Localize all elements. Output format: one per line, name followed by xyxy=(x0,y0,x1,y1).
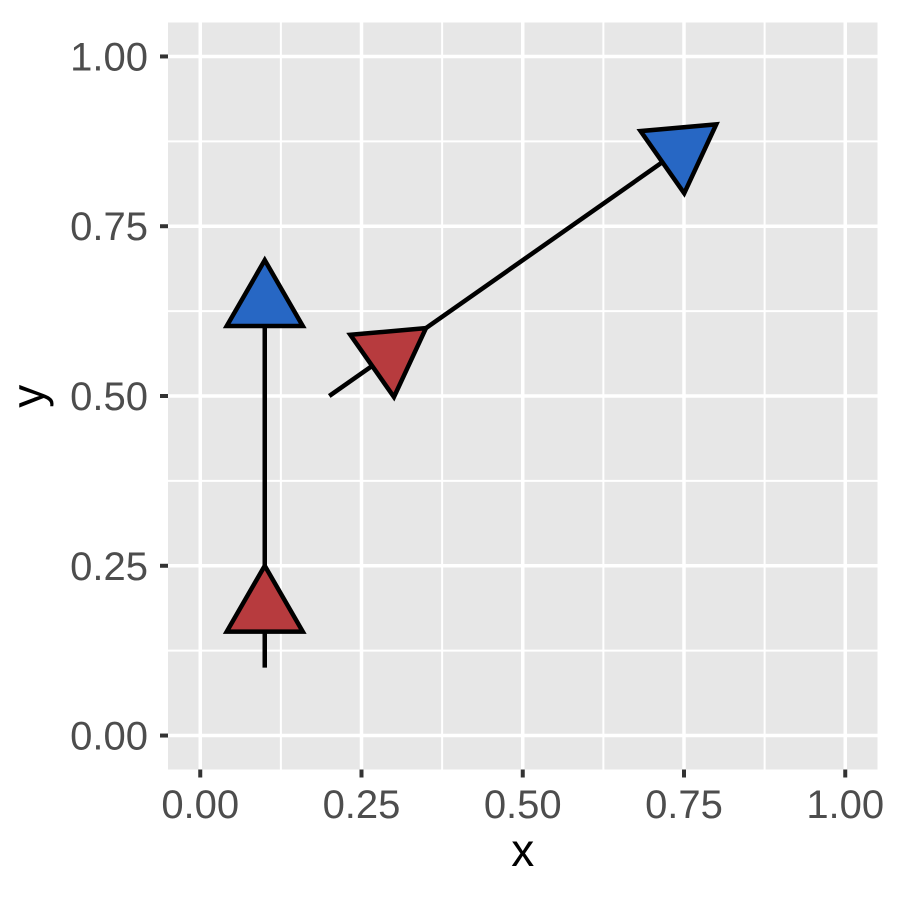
arrow-head xyxy=(346,325,430,402)
y-tick-label: 0.25 xyxy=(70,545,148,589)
x-tick-label: 1.00 xyxy=(806,783,884,827)
x-axis-title: x xyxy=(511,824,534,876)
arrow-series-layer xyxy=(222,121,720,668)
y-tick-label: 0.75 xyxy=(70,205,148,249)
y-tick-label: 0.50 xyxy=(70,375,148,419)
x-tick-label: 0.00 xyxy=(161,783,239,827)
arrow-head xyxy=(222,255,307,329)
arrow xyxy=(327,121,720,402)
x-tick-label: 0.50 xyxy=(484,783,562,827)
x-tick-label: 0.75 xyxy=(645,783,723,827)
arrow-head xyxy=(222,561,307,634)
y-tick-label: 0.00 xyxy=(70,715,148,759)
gridline-layer xyxy=(168,22,878,770)
y-tick-label: 1.00 xyxy=(70,35,148,79)
arrow xyxy=(222,255,307,668)
arrow-head xyxy=(636,121,720,198)
axis-layer: 0.00 0.25 0.50 0.75 1.00 0.00 0.25 0.50 0.75 1.00 xyxy=(70,35,884,827)
x-tick-label: 0.25 xyxy=(323,783,401,827)
y-axis-title: y xyxy=(2,385,54,408)
